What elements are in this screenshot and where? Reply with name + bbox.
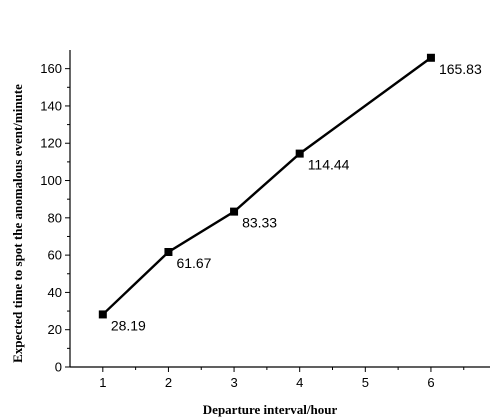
data-labels: 28.19 61.67 83.33 114.44 165.83 bbox=[111, 61, 482, 334]
data-label: 28.19 bbox=[111, 317, 146, 333]
x-tick-label: 1 bbox=[99, 375, 106, 390]
y-tick-label: 40 bbox=[48, 285, 62, 300]
y-tick-label: 120 bbox=[40, 136, 62, 151]
y-tick-label: 60 bbox=[48, 248, 62, 263]
x-axis-title: Departure interval/hour bbox=[203, 402, 338, 417]
data-point bbox=[295, 149, 304, 158]
x-tick-label: 5 bbox=[362, 375, 369, 390]
data-point bbox=[426, 53, 435, 62]
y-tick-label: 80 bbox=[48, 210, 62, 225]
data-point bbox=[230, 207, 239, 216]
y-tick-label: 160 bbox=[40, 61, 62, 76]
axes bbox=[69, 50, 490, 368]
data-label: 114.44 bbox=[308, 157, 350, 173]
data-point bbox=[164, 248, 173, 257]
data-label: 165.83 bbox=[439, 61, 482, 77]
series-layer bbox=[98, 53, 435, 319]
x-tick-label: 4 bbox=[296, 375, 303, 390]
data-point bbox=[98, 310, 107, 319]
y-tick-label: 0 bbox=[55, 360, 62, 375]
x-tick-label: 6 bbox=[427, 375, 434, 390]
x-tick-label: 3 bbox=[230, 375, 237, 390]
series-line bbox=[101, 56, 432, 316]
data-label: 61.67 bbox=[176, 255, 211, 271]
y-tick-label: 100 bbox=[40, 173, 62, 188]
x-tick-label: 2 bbox=[165, 375, 172, 390]
y-tick-label: 20 bbox=[48, 322, 62, 337]
data-label: 83.33 bbox=[242, 215, 277, 231]
y-axis-title: Expected time to spot the anomalous even… bbox=[10, 84, 25, 363]
ticks: 0 20 40 60 80 100 120 140 160 1 2 3 4 5 6 bbox=[40, 61, 465, 390]
y-tick-label: 140 bbox=[40, 98, 62, 113]
